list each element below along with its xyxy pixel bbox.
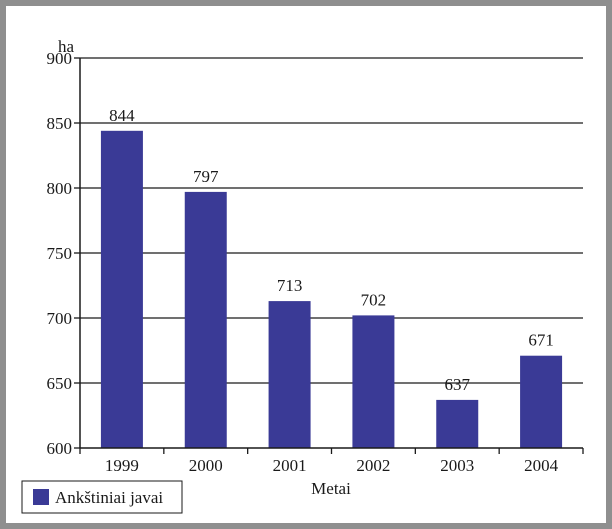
data-label-2003: 637 [445,375,471,394]
y-tick-label: 650 [47,374,73,393]
x-tick-label-2000: 2000 [189,456,223,475]
bar-2000 [184,191,227,448]
data-label-2000: 797 [193,167,219,186]
bar-2004 [520,355,563,448]
x-tick-label-2001: 2001 [273,456,307,475]
x-tick-label-2002: 2002 [356,456,390,475]
bar-2003 [436,399,479,448]
bar-1999 [100,130,143,449]
data-label-2002: 702 [361,290,387,309]
y-tick-label: 850 [47,114,73,133]
axes [74,57,584,454]
y-tick-label: 750 [47,244,73,263]
bars [100,130,563,449]
bar-2002 [352,315,395,448]
labels: 600 650 700 750 800 850 900 844 1999 797 2000 713 20… [47,49,559,475]
bar-2001 [268,301,311,448]
y-tick-label: 600 [47,439,73,458]
x-tick-label-2003: 2003 [440,456,474,475]
x-axis-title: Metai [311,479,351,498]
y-tick-label: 900 [47,49,73,68]
x-tick-label-1999: 1999 [105,456,139,475]
legend-swatch [33,489,49,505]
y-axis-title: ha [58,37,75,56]
x-tick-label-2004: 2004 [524,456,559,475]
legend: Ankštiniai javai [21,480,183,514]
data-label-2004: 671 [528,331,554,350]
legend-label: Ankštiniai javai [55,488,163,507]
gridlines [80,57,583,384]
y-tick-label: 700 [47,309,73,328]
data-label-2001: 713 [277,276,303,295]
y-tick-label: 800 [47,179,73,198]
data-label-1999: 844 [109,106,135,125]
